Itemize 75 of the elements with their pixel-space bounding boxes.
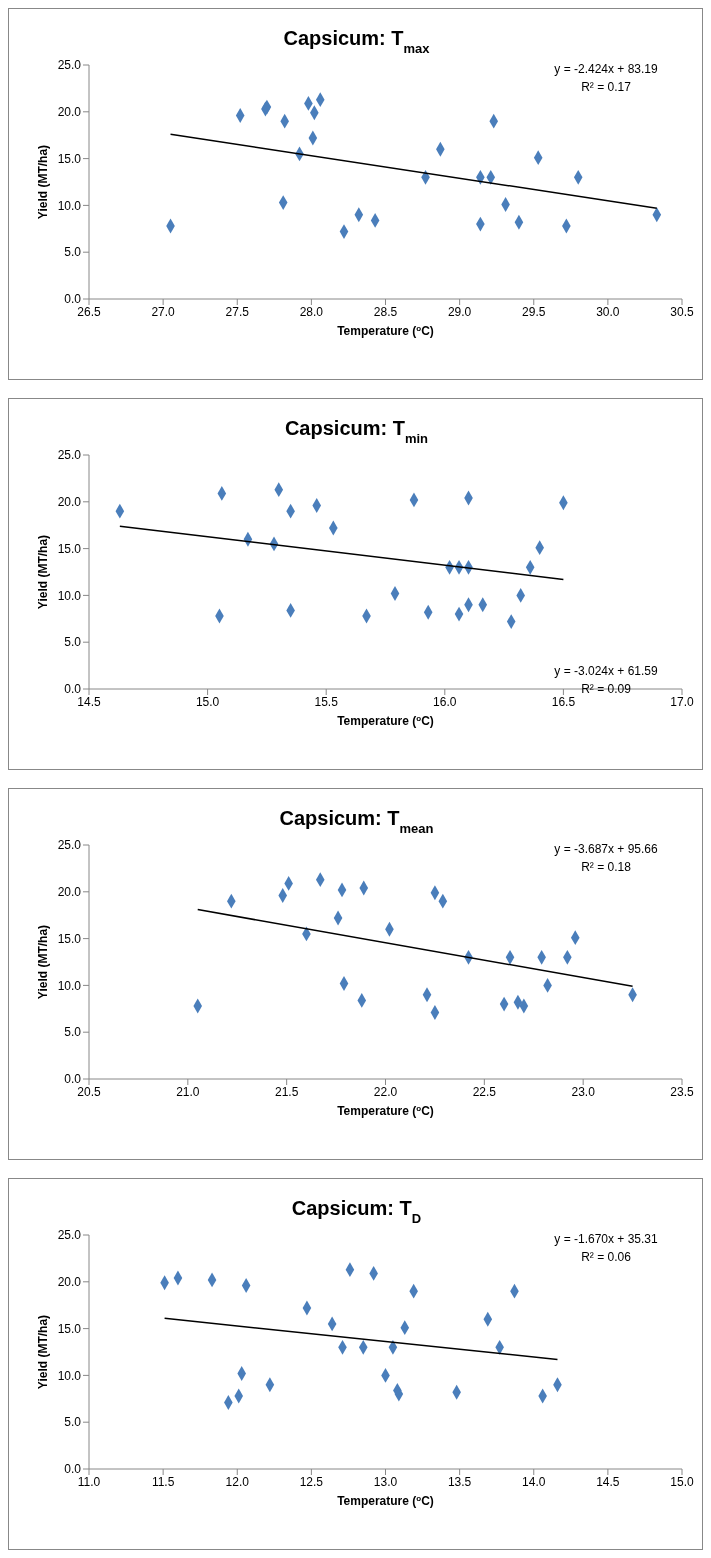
y-tick-label: 15.0 [57,151,82,166]
x-tick-label: 16.0 [433,694,457,709]
y-tick-label: 5.0 [64,1025,82,1040]
y-tick-label: 0.0 [64,1462,82,1477]
x-axis-title: Temperature ($^{o}$C) [337,713,434,728]
annotation: y = -2.424x + 83.19 [554,62,659,76]
x-tick-label: 15.0 [195,694,220,709]
x-tick-label: 23.5 [670,1084,694,1099]
chart-title: Capsicum: T$_{D}$ [291,1197,422,1226]
x-tick-label: 27.5 [225,304,250,319]
y-axis-title: Yield (MT/ha) [36,1314,50,1390]
x-tick-label: 15.5 [314,694,339,709]
y-tick-label: 25.0 [57,58,82,73]
annotation: R² = 0.09 [581,682,632,696]
x-tick-label: 12.5 [299,1474,324,1489]
annotation: y = -3.024x + 61.59 [554,664,659,678]
chart-title: Capsicum: T$_{min}$ [284,417,429,446]
x-axis-title: Temperature ($^{o}$C) [337,323,434,338]
x-tick-label: 11.5 [151,1474,175,1489]
y-tick-label: 20.0 [57,885,82,900]
x-tick-label: 26.5 [77,304,101,319]
x-tick-label: 23.0 [571,1084,596,1099]
x-tick-label: 29.5 [522,304,546,319]
x-tick-label: 13.5 [447,1474,472,1489]
y-tick-label: 15.0 [57,1321,82,1336]
x-tick-label: 28.5 [373,304,398,319]
x-axis-title: Temperature ($^{o}$C) [337,1103,434,1118]
x-tick-label: 20.5 [77,1084,101,1099]
y-tick-label: 20.0 [57,1275,82,1290]
y-tick-label: 10.0 [57,1368,82,1383]
annotation: R² = 0.18 [581,860,632,874]
x-tick-label: 28.0 [299,304,324,319]
annotation: y = -3.687x + 95.66 [554,842,659,856]
annotation: y = -1.670x + 35.31 [554,1232,659,1246]
y-tick-label: 0.0 [64,292,82,307]
x-tick-label: 16.5 [551,694,576,709]
x-tick-label: 11.0 [77,1474,101,1489]
y-tick-label: 0.0 [64,682,82,697]
x-tick-label: 30.5 [670,304,694,319]
x-tick-label: 30.0 [596,304,620,319]
chart-title: Capsicum: T$_{mean}$ [279,807,434,836]
x-tick-label: 14.5 [77,694,101,709]
y-tick-label: 10.0 [57,978,82,993]
annotation: R² = 0.17 [581,80,632,94]
chart-title: Capsicum: T$_{max}$ [283,27,431,56]
y-tick-label: 20.0 [57,495,82,510]
x-tick-label: 21.5 [274,1084,299,1099]
y-tick-label: 25.0 [57,838,82,853]
x-tick-label: 12.0 [225,1474,250,1489]
x-tick-label: 22.5 [472,1084,497,1099]
y-tick-label: 10.0 [57,588,82,603]
x-tick-label: 27.0 [151,304,176,319]
y-tick-label: 20.0 [57,105,82,120]
x-tick-label: 17.0 [670,694,694,709]
x-tick-label: 22.0 [373,1084,398,1099]
y-tick-label: 15.0 [57,931,82,946]
y-axis-title: Yield (MT/ha) [36,924,50,1000]
x-tick-label: 15.0 [670,1474,694,1489]
y-tick-label: 0.0 [64,1072,82,1087]
annotation: R² = 0.06 [581,1250,632,1264]
y-axis-title: Yield (MT/ha) [36,534,50,610]
y-tick-label: 15.0 [57,541,82,556]
y-tick-label: 10.0 [57,198,82,213]
y-tick-label: 5.0 [64,1415,82,1430]
x-tick-label: 13.0 [373,1474,398,1489]
x-tick-label: 14.0 [522,1474,546,1489]
y-axis-title: Yield (MT/ha) [36,144,50,220]
x-axis-title: Temperature ($^{o}$C) [337,1493,434,1508]
y-tick-label: 25.0 [57,1228,82,1243]
y-tick-label: 5.0 [64,245,82,260]
y-tick-label: 25.0 [57,448,82,463]
x-tick-label: 21.0 [176,1084,200,1099]
x-tick-label: 14.5 [596,1474,620,1489]
y-tick-label: 5.0 [64,635,82,650]
x-tick-label: 29.0 [447,304,472,319]
